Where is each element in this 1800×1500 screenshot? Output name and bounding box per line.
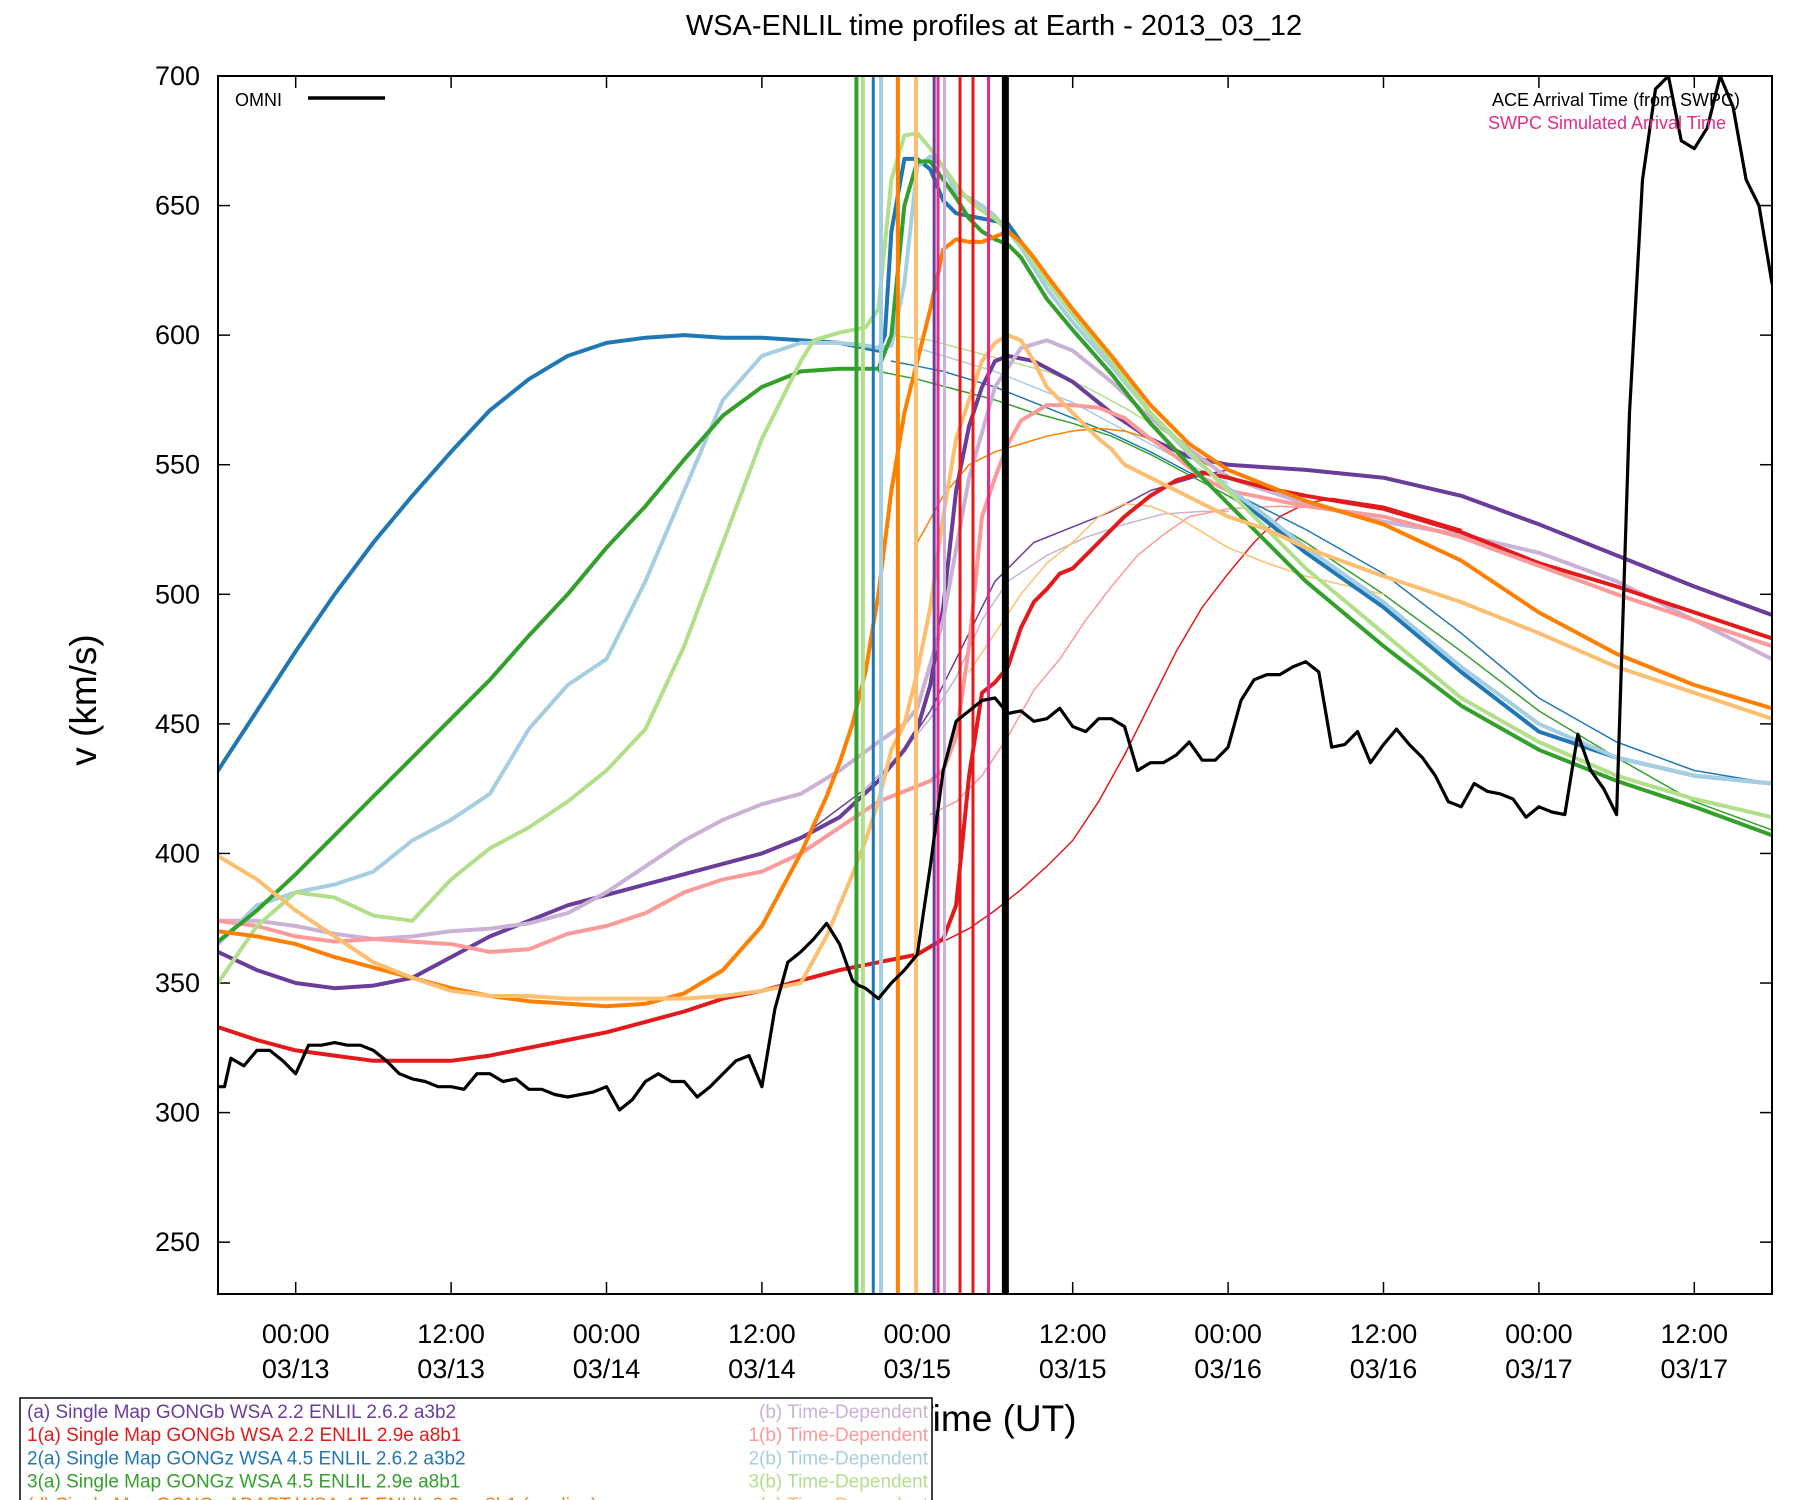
y-tick-label: 700 bbox=[155, 61, 200, 91]
legend-entry-single-map: (a) Single Map GONGb WSA 2.2 ENLIL 2.6.2… bbox=[27, 1402, 456, 1423]
x-tick-date-label: 03/15 bbox=[1039, 1354, 1107, 1384]
legend-entry-single-map: 2(a) Single Map GONGz WSA 4.5 ENLIL 2.6.… bbox=[27, 1448, 466, 1469]
y-tick-label: 600 bbox=[155, 320, 200, 350]
x-tick-date-label: 03/14 bbox=[728, 1354, 796, 1384]
series-line bbox=[218, 229, 1772, 1009]
series-line bbox=[218, 156, 1772, 786]
ensemble-member-line bbox=[968, 502, 1385, 673]
x-tick-time-label: 00:00 bbox=[884, 1319, 952, 1349]
ensemble-member-line bbox=[812, 469, 1229, 829]
y-tick-label: 550 bbox=[155, 450, 200, 480]
series-legend-box: (a) Single Map GONGb WSA 2.2 ENLIL 2.6.2… bbox=[19, 1397, 933, 1500]
series-line bbox=[218, 131, 1772, 985]
y-tick-label: 350 bbox=[155, 968, 200, 998]
legend-entry-single-map: 3(a) Single Map GONGz WSA 4.5 ENLIL 2.9e… bbox=[27, 1472, 460, 1493]
series-line bbox=[218, 338, 1772, 941]
x-tick-date-label: 03/17 bbox=[1505, 1354, 1573, 1384]
legend-entry-single-map: (d) Single Map GONGz ADAPT WSA 4.5 ENLIL… bbox=[27, 1495, 597, 1500]
x-tick-date-label: 03/16 bbox=[1350, 1354, 1418, 1384]
x-tick-date-label: 03/14 bbox=[573, 1354, 641, 1384]
x-tick-time-label: 12:00 bbox=[417, 1319, 485, 1349]
x-tick-time-label: 12:00 bbox=[728, 1319, 796, 1349]
legend-box-frame bbox=[19, 1397, 933, 1500]
legend-entry-single-map: 1(a) Single Map GONGb WSA 2.2 ENLIL 2.9e… bbox=[27, 1425, 461, 1446]
x-tick-time-label: 00:00 bbox=[262, 1319, 330, 1349]
y-tick-label: 300 bbox=[155, 1098, 200, 1128]
series-line bbox=[218, 154, 1772, 947]
y-axis-ticks: 250 300 350 400 450 500 550 600 650 700 bbox=[155, 61, 1772, 1257]
y-tick-label: 400 bbox=[155, 838, 200, 868]
series-line bbox=[218, 333, 1772, 1001]
x-tick-time-label: 12:00 bbox=[1661, 1319, 1729, 1349]
omni-legend: OMNI bbox=[235, 90, 385, 110]
x-tick-date-label: 03/15 bbox=[884, 1354, 952, 1384]
x-tick-time-label: 00:00 bbox=[1194, 1319, 1262, 1349]
series-line bbox=[218, 403, 1772, 954]
y-tick-label: 250 bbox=[155, 1227, 200, 1257]
legend-entry-time-dependent: (e) Time-Dependent bbox=[759, 1495, 929, 1500]
x-tick-date-label: 03/16 bbox=[1194, 1354, 1262, 1384]
x-axis-label: Time (UT) bbox=[911, 1398, 1076, 1439]
legend-entry-time-dependent: 1(b) Time-Dependent bbox=[748, 1425, 928, 1446]
x-tick-time-label: 00:00 bbox=[573, 1319, 641, 1349]
x-tick-date-label: 03/17 bbox=[1661, 1354, 1729, 1384]
y-tick-label: 450 bbox=[155, 709, 200, 739]
x-tick-time-label: 12:00 bbox=[1350, 1319, 1418, 1349]
ace-arrival-annotation: ACE Arrival Time (from SWPC) bbox=[1492, 90, 1740, 110]
y-axis-label: v (km/s) bbox=[63, 634, 104, 766]
legend-entry-time-dependent: (b) Time-Dependent bbox=[759, 1402, 929, 1423]
x-tick-time-label: 12:00 bbox=[1039, 1319, 1107, 1349]
x-tick-time-label: 00:00 bbox=[1505, 1319, 1573, 1349]
model-series-lines bbox=[218, 131, 1772, 1063]
x-tick-date-label: 03/13 bbox=[417, 1354, 485, 1384]
legend-entry-time-dependent: 2(b) Time-Dependent bbox=[748, 1448, 928, 1469]
y-tick-label: 650 bbox=[155, 191, 200, 221]
omni-line bbox=[218, 76, 1772, 1112]
series-line bbox=[218, 470, 1772, 1063]
swpc-simulated-annotation: SWPC Simulated Arrival Time bbox=[1488, 113, 1726, 133]
x-tick-date-label: 03/13 bbox=[262, 1354, 330, 1384]
plot-frame bbox=[217, 75, 1773, 1295]
y-tick-label: 500 bbox=[155, 579, 200, 609]
plot-area: 250 300 350 400 450 500 550 600 650 700 00:00 03/1… bbox=[155, 61, 1773, 1384]
x-axis-ticks: 00:00 03/13 12:00 03/13 00:00 03/14 12:00 03/14… bbox=[262, 76, 1728, 1384]
series-line bbox=[218, 159, 1772, 944]
omni-legend-label: OMNI bbox=[235, 90, 282, 110]
chart-title: WSA-ENLIL time profiles at Earth - 2013_… bbox=[686, 10, 1302, 42]
legend-entry-time-dependent: 3(b) Time-Dependent bbox=[748, 1472, 928, 1493]
ensemble-member-line bbox=[942, 497, 1462, 943]
omni-observation-line bbox=[218, 76, 1772, 1112]
ensemble-member-line bbox=[890, 360, 1772, 785]
data-layer bbox=[218, 76, 1772, 1294]
arrival-time-markers bbox=[854, 76, 1009, 1294]
